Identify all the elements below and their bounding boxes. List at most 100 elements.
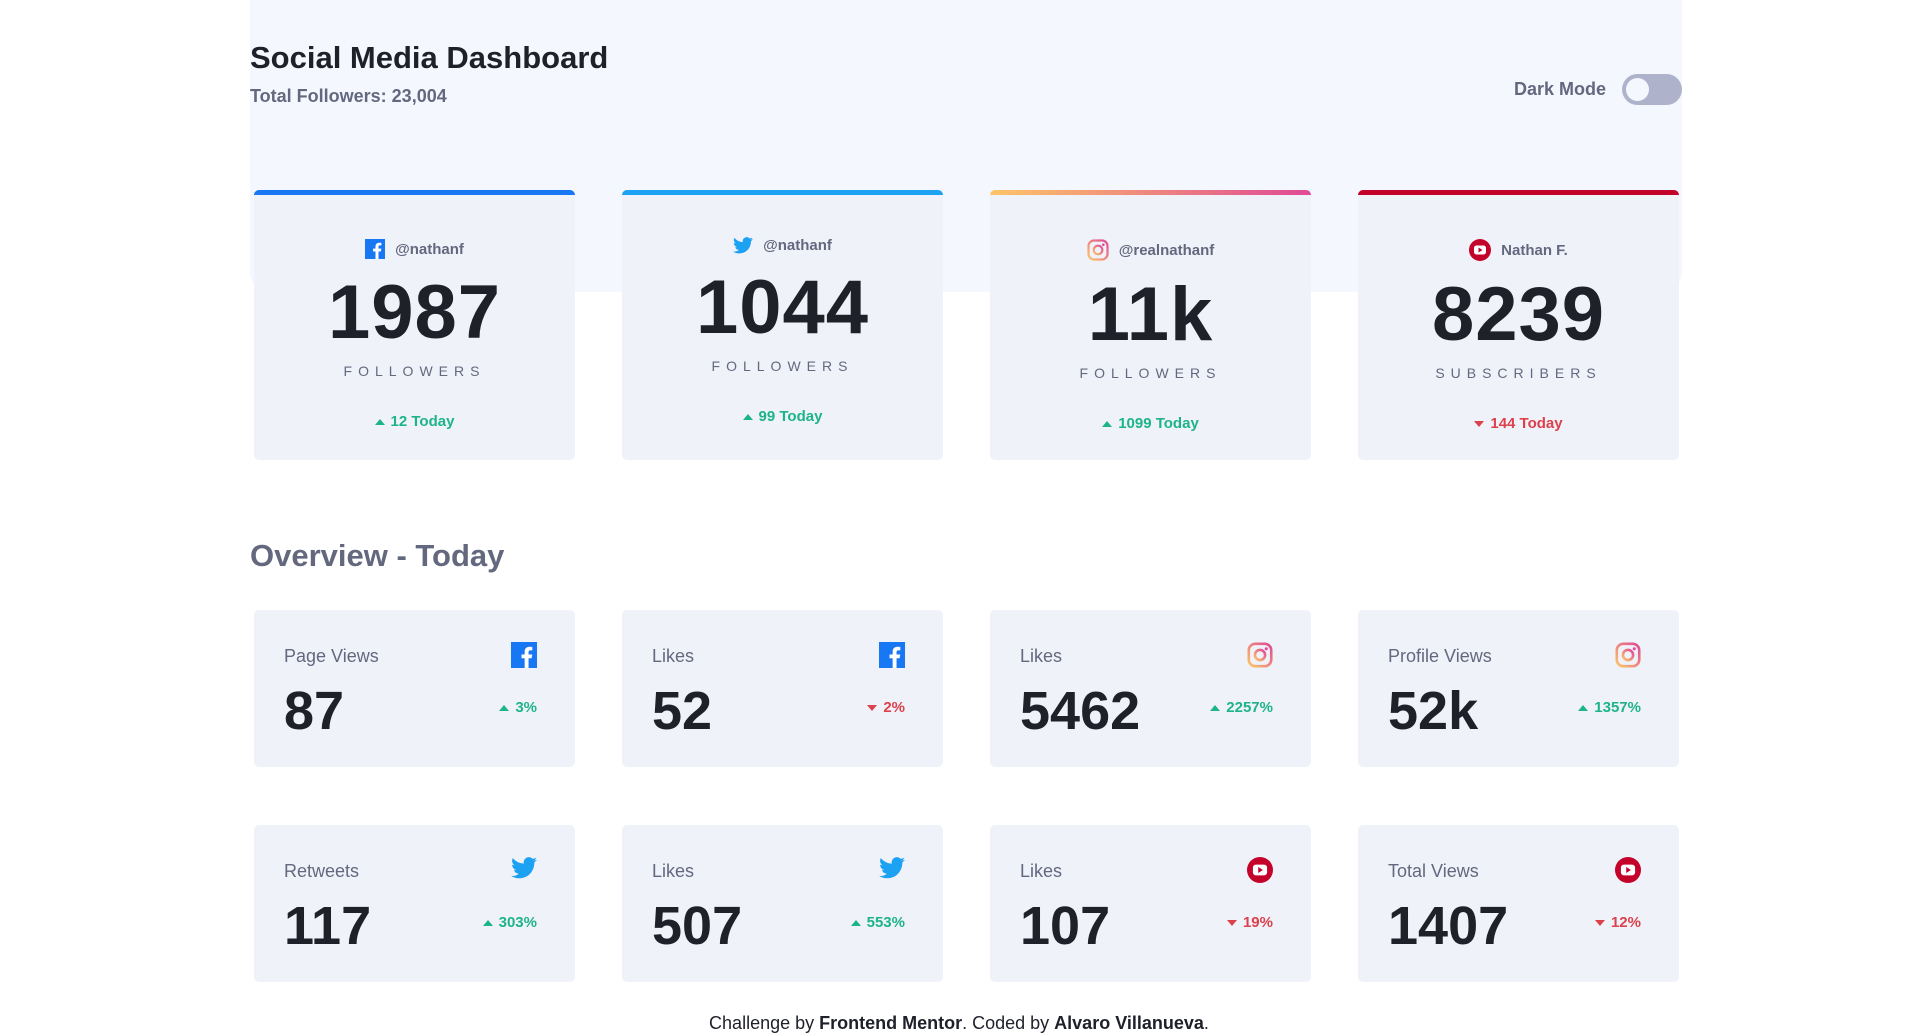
arrow-down-icon [1594, 919, 1605, 926]
count-unit: FOLLOWERS [343, 363, 486, 379]
overview-tile-twitter-likes[interactable]: Likes 507 553% [622, 825, 943, 982]
card-handle: Nathan F. [1358, 239, 1679, 261]
tile-label: Page Views [284, 646, 379, 666]
frontend-mentor-link[interactable]: Frontend Mentor [819, 1013, 963, 1033]
card-handle: @nathanf [622, 237, 943, 254]
tile-change: 2257% [1210, 699, 1273, 716]
tile-change-value: 19% [1242, 914, 1273, 931]
card-handle: @nathanf [254, 239, 575, 259]
follower-count: 1044 [695, 265, 870, 350]
dark-mode-control: Dark Mode [1514, 74, 1682, 105]
twitter-icon [879, 857, 905, 879]
tile-label: Retweets [284, 861, 360, 881]
dashboard: Social Media Dashboard Total Followers: … [250, 0, 1682, 982]
daily-change-value: 12 Today [390, 413, 455, 430]
footer-prefix: Challenge by [709, 1013, 820, 1033]
arrow-down-icon [867, 704, 878, 711]
footer-suffix: . [1203, 1013, 1209, 1033]
card-facebook[interactable]: @nathanf 1987 FOLLOWERS 12 Today [254, 190, 575, 460]
tile-change-value: 2257% [1226, 699, 1273, 716]
attribution-footer: Challenge by Frontend Mentor. Coded by A… [0, 1013, 1918, 1034]
arrow-up-icon [1102, 420, 1113, 427]
card-top-bar [1358, 190, 1679, 195]
follower-count: 11k [1087, 272, 1214, 357]
tile-value: 87 [284, 681, 345, 741]
follower-cards: @nathanf 1987 FOLLOWERS 12 Today @nathan… [250, 190, 1682, 460]
daily-change-value: 99 Today [758, 408, 823, 425]
daily-change: 12 Today [254, 413, 575, 430]
total-followers: Total Followers: 23,004 [250, 86, 447, 106]
card-instagram[interactable]: @realnathanf 11k FOLLOWERS 1099 Today [990, 190, 1311, 460]
count-unit: SUBSCRIBERS [1435, 365, 1602, 381]
overview-tile-facebook-page-views[interactable]: Page Views 87 3% [254, 610, 575, 767]
overview-tile-youtube-likes[interactable]: Likes 107 19% [990, 825, 1311, 982]
tile-value: 107 [1020, 896, 1111, 956]
instagram-icon [1615, 642, 1641, 668]
page-header: Social Media Dashboard Total Followers: … [250, 0, 1682, 190]
count-unit: FOLLOWERS [711, 358, 854, 374]
facebook-icon [511, 642, 537, 668]
dark-mode-label: Dark Mode [1513, 79, 1606, 99]
youtube-icon [1469, 239, 1492, 261]
handle-text: @nathanf [395, 240, 464, 258]
footer-middle: . Coded by [962, 1013, 1055, 1033]
arrow-up-icon [850, 919, 861, 926]
card-top-bar [254, 190, 575, 195]
author-link[interactable]: Alvaro Villanueva [1054, 1013, 1204, 1033]
daily-change: 1099 Today [990, 415, 1311, 432]
tile-value: 52 [652, 681, 713, 741]
toggle-knob[interactable] [1626, 78, 1649, 101]
arrow-up-icon [1210, 704, 1221, 711]
handle-text: @realnathanf [1118, 241, 1215, 259]
youtube-icon [1247, 857, 1273, 883]
overview-tile-twitter-retweets[interactable]: Retweets 117 303% [254, 825, 575, 982]
daily-change: 99 Today [622, 408, 943, 425]
tile-label: Total Views [1388, 861, 1479, 881]
arrow-up-icon [374, 418, 385, 425]
arrow-up-icon [1578, 704, 1589, 711]
tile-change-value: 553% [866, 914, 905, 931]
tile-change: 553% [850, 914, 905, 931]
follower-count: 8239 [1431, 272, 1606, 357]
tile-change-value: 1357% [1594, 699, 1641, 716]
overview-tile-facebook-likes[interactable]: Likes 52 2% [622, 610, 943, 767]
overview-tile-instagram-likes[interactable]: Likes 5462 2257% [990, 610, 1311, 767]
instagram-icon [1247, 642, 1273, 668]
tile-change: 303% [482, 914, 537, 931]
page-title: Social Media Dashboard [250, 40, 609, 75]
tile-change: 1357% [1578, 699, 1641, 716]
overview-tile-instagram-profile-views[interactable]: Profile Views 52k 1357% [1358, 610, 1679, 767]
tile-change-value: 2% [883, 699, 905, 716]
card-top-bar [990, 190, 1311, 195]
tile-value: 52k [1388, 681, 1479, 741]
youtube-icon [1615, 857, 1641, 883]
facebook-icon [879, 642, 905, 668]
tile-label: Likes [652, 861, 695, 881]
overview-tile-youtube-total-views[interactable]: Total Views 1407 12% [1358, 825, 1679, 982]
instagram-icon [1087, 239, 1109, 261]
tile-change-value: 303% [498, 914, 537, 931]
twitter-icon [511, 857, 537, 879]
count-unit: FOLLOWERS [1079, 365, 1222, 381]
tile-change: 19% [1226, 914, 1273, 931]
card-twitter[interactable]: @nathanf 1044 FOLLOWERS 99 Today [622, 190, 943, 460]
daily-change: 144 Today [1358, 415, 1679, 432]
tile-value: 117 [284, 896, 372, 956]
tile-label: Likes [652, 646, 695, 666]
tile-change: 2% [867, 699, 905, 716]
handle-text: @nathanf [763, 237, 832, 254]
tile-value: 5462 [1020, 681, 1141, 741]
tile-change-value: 12% [1610, 914, 1641, 931]
arrow-down-icon [1474, 420, 1485, 427]
dark-mode-toggle[interactable] [1622, 74, 1682, 105]
card-youtube[interactable]: Nathan F. 8239 SUBSCRIBERS 144 Today [1358, 190, 1679, 460]
card-top-bar [622, 190, 943, 195]
arrow-up-icon [499, 704, 510, 711]
arrow-up-icon [482, 919, 493, 926]
card-handle: @realnathanf [990, 239, 1311, 261]
handle-text: Nathan F. [1501, 241, 1568, 259]
tile-label: Profile Views [1388, 646, 1492, 666]
tile-value: 507 [652, 896, 743, 956]
follower-count: 1987 [327, 270, 502, 355]
daily-change-value: 144 Today [1490, 415, 1563, 432]
